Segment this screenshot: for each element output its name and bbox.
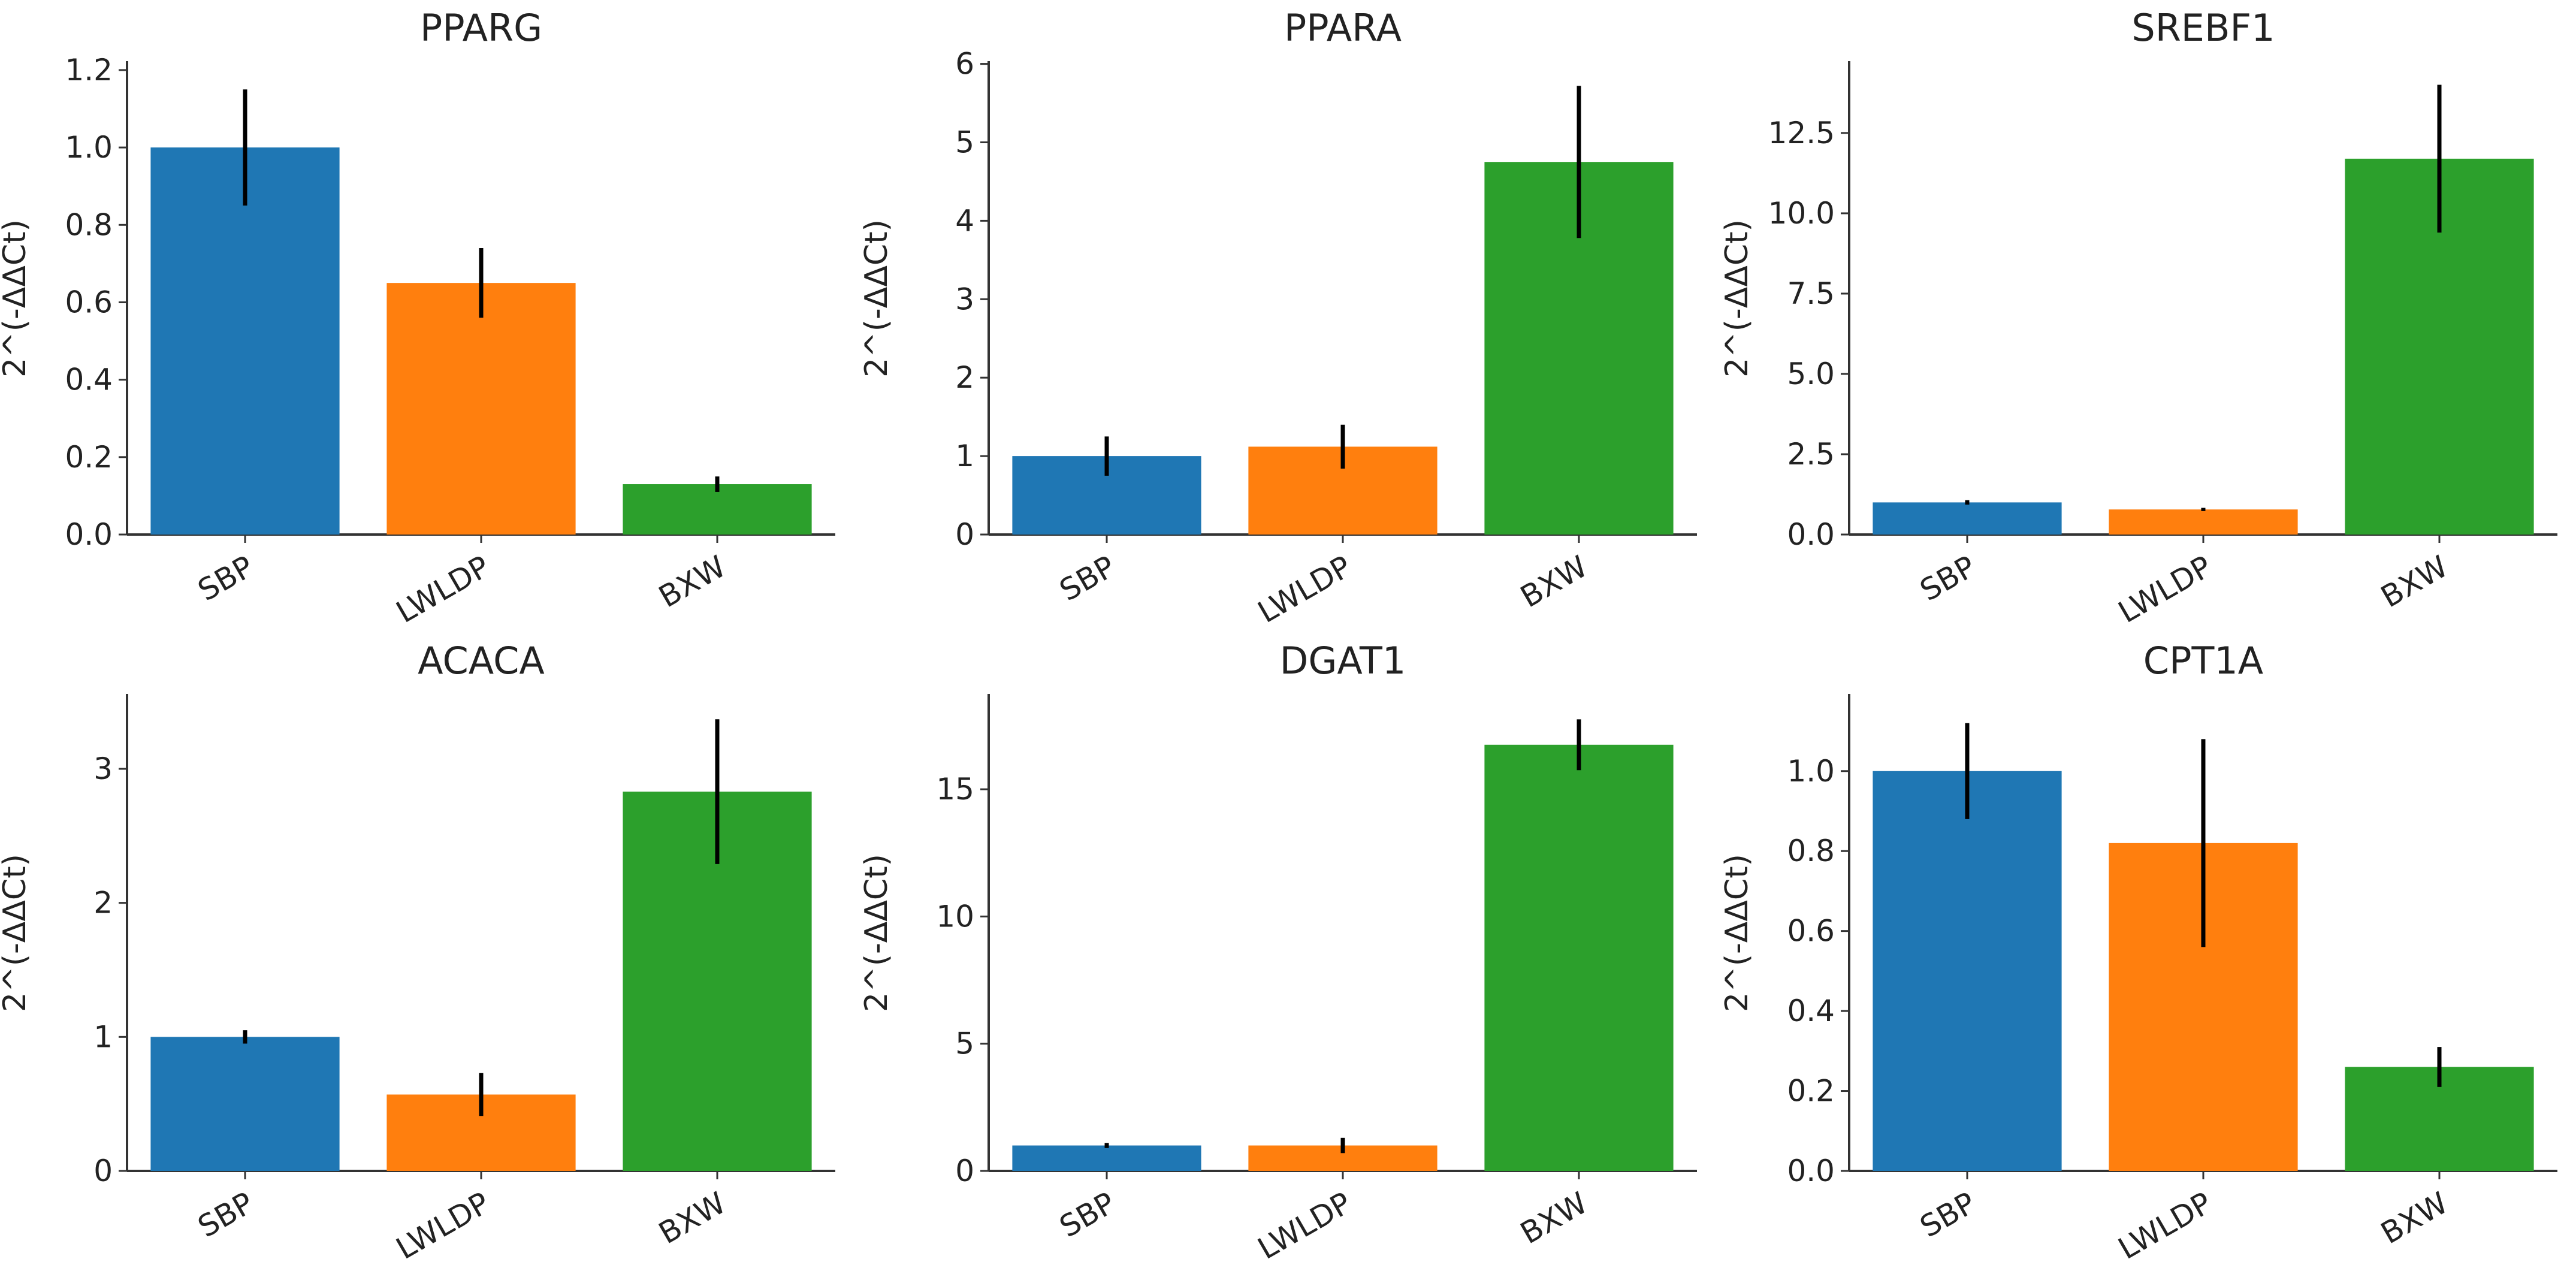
x-tick-label-sbp: SBP [1914, 549, 1982, 608]
y-tick-label: 6 [955, 47, 974, 81]
y-tick-label: 0.0 [65, 517, 113, 552]
y-tick-label: 0.6 [1787, 914, 1835, 949]
y-tick-label: 4 [955, 203, 974, 238]
y-tick-label: 5.0 [1787, 357, 1835, 391]
x-tick-label-lwldp: LWLDP [390, 1185, 496, 1265]
y-tick-label: 0.4 [1787, 994, 1835, 1028]
x-tick-label-sbp: SBP [1054, 1185, 1121, 1244]
y-tick-label: 1.2 [65, 53, 113, 87]
y-tick-label: 2.5 [1787, 437, 1835, 472]
y-axis-label: 2^(-ΔΔCt) [0, 219, 33, 378]
y-tick-label: 0.4 [65, 363, 113, 397]
x-tick-label-bxw: BXW [653, 549, 732, 614]
y-tick-label: 5 [955, 125, 974, 160]
chart-panel-dgat1: DGAT1 0 5 10 15 2^(-ΔΔCt) SBP LWLDP BXW [859, 639, 1697, 1265]
bar-bxw [623, 484, 812, 535]
y-tick-label: 10 [936, 899, 974, 934]
y-axis-label: 2^(-ΔΔCt) [1719, 219, 1755, 378]
x-tick-label-sbp: SBP [1914, 1185, 1982, 1244]
x-tick-label-bxw: BXW [653, 1185, 732, 1251]
bar-lwldp [2109, 509, 2298, 535]
y-tick-label: 5 [955, 1027, 974, 1061]
bar-sbp [150, 147, 340, 535]
y-tick-label: 0.2 [65, 440, 113, 475]
chart-panel-ppara: PPARA 0 1 2 3 4 5 6 2^(-ΔΔCt) SBP LWLDP BXW [859, 6, 1697, 630]
x-tick-label-lwldp: LWLDP [2112, 1185, 2218, 1265]
bar-sbp [1873, 771, 2062, 1171]
x-tick-label-lwldp: LWLDP [390, 549, 496, 630]
x-tick-label-bxw: BXW [1515, 549, 1593, 614]
y-tick-label: 1 [955, 439, 974, 473]
y-tick-label: 10.0 [1768, 196, 1835, 231]
chart-panel-cpt1a: CPT1A 0.0 0.2 0.4 0.6 0.8 1.0 2^(-ΔΔCt) SBP LWLDP… [1719, 639, 2557, 1265]
x-tick-label-bxw: BXW [2375, 549, 2454, 614]
y-tick-label: 2 [955, 360, 974, 395]
chart-panel-acaca: ACACA 0 1 2 3 2^(-ΔΔCt) SBP LWLDP BXW [0, 639, 835, 1265]
chart-title: ACACA [418, 639, 545, 683]
x-tick-label-sbp: SBP [1054, 549, 1121, 608]
y-axis-label: 2^(-ΔΔCt) [0, 854, 33, 1012]
y-tick-label: 1.0 [65, 130, 113, 165]
bar-sbp [1012, 1145, 1201, 1171]
x-tick-label-lwldp: LWLDP [1252, 1185, 1357, 1265]
y-tick-label: 0.0 [1787, 1154, 1835, 1188]
bar-lwldp [386, 283, 576, 535]
x-tick-label-bxw: BXW [1515, 1185, 1593, 1251]
chart-panel-srebf1: SREBF1 0.0 2.5 5.0 7.5 10.0 12.5 2^(-ΔΔCt) SBP LW… [1719, 6, 2557, 630]
chart-panel-pparg: PPARG 0.0 0.2 0.4 0.6 0.8 1.0 1.2 2^(-ΔΔCt) SBP LW… [0, 6, 835, 630]
y-tick-label: 0 [955, 517, 974, 552]
chart-title: CPT1A [2143, 639, 2263, 683]
chart-title: PPARG [420, 6, 542, 50]
chart-title: SREBF1 [2131, 6, 2275, 50]
y-tick-label: 3 [955, 282, 974, 316]
y-tick-label: 0.8 [1787, 834, 1835, 868]
bar-sbp [1873, 502, 2062, 535]
bar-bxw [1484, 744, 1674, 1171]
y-tick-label: 0.6 [65, 285, 113, 319]
x-tick-label-sbp: SBP [192, 549, 259, 608]
y-axis-label: 2^(-ΔΔCt) [859, 219, 895, 378]
y-tick-label: 0.8 [65, 207, 113, 242]
y-tick-label: 0 [93, 1154, 113, 1188]
y-axis-label: 2^(-ΔΔCt) [1719, 854, 1755, 1012]
y-tick-label: 0.2 [1787, 1074, 1835, 1109]
y-tick-label: 3 [93, 751, 113, 786]
bar-sbp [150, 1037, 340, 1171]
x-tick-label-lwldp: LWLDP [1252, 549, 1357, 630]
y-tick-label: 12.5 [1768, 116, 1835, 150]
y-tick-label: 0.0 [1787, 517, 1835, 552]
x-tick-label-sbp: SBP [192, 1185, 259, 1244]
x-tick-label-lwldp: LWLDP [2112, 549, 2218, 630]
x-tick-label-bxw: BXW [2375, 1185, 2454, 1251]
y-tick-label: 1 [93, 1019, 113, 1054]
y-tick-label: 7.5 [1787, 276, 1835, 311]
y-tick-label: 0 [955, 1154, 974, 1188]
y-tick-label: 2 [93, 886, 113, 920]
y-axis-label: 2^(-ΔΔCt) [859, 854, 895, 1012]
chart-title: PPARA [1284, 6, 1402, 50]
chart-title: DGAT1 [1280, 639, 1406, 683]
y-tick-label: 15 [936, 772, 974, 807]
y-tick-label: 1.0 [1787, 754, 1835, 789]
